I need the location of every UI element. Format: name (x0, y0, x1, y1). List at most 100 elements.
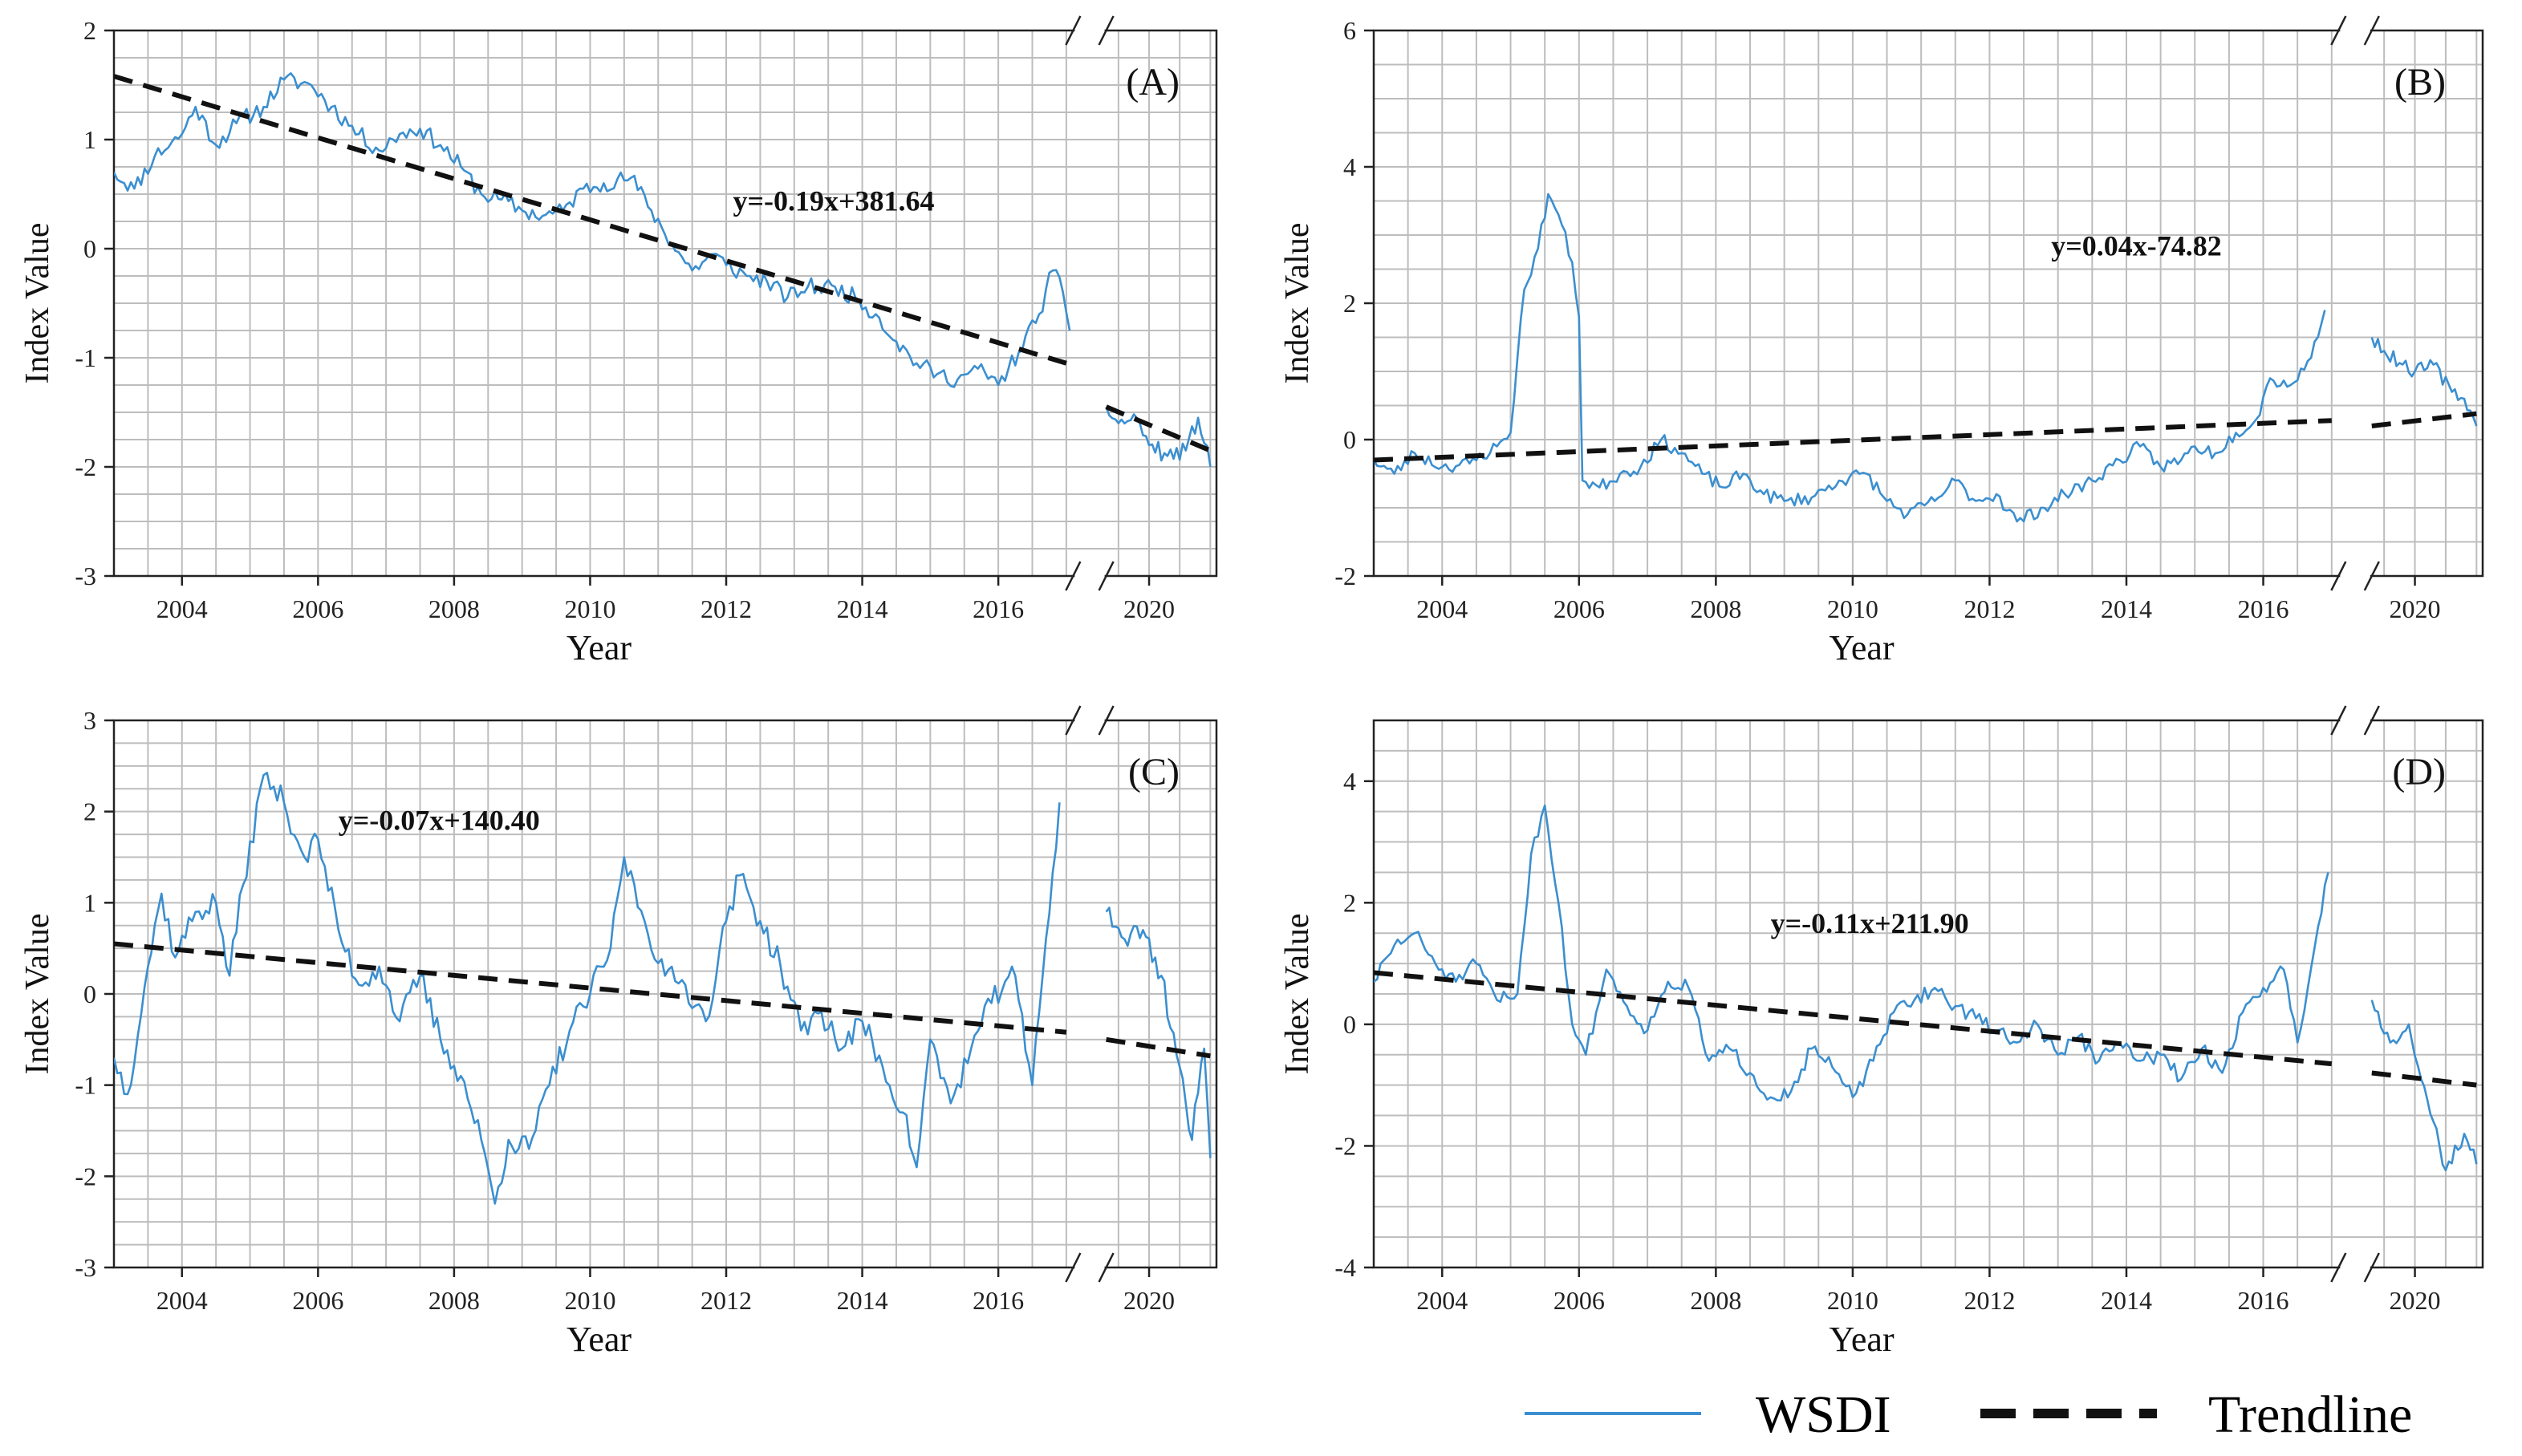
panel-label: (C) (1128, 751, 1180, 793)
axis-break-gap (1074, 573, 1105, 579)
y-tick-label: 0 (83, 234, 96, 263)
x-tick-label: 2008 (1690, 594, 1741, 623)
x-axis-title: Year (567, 1320, 632, 1359)
wsdi-series-line-after-break (1105, 406, 1212, 468)
x-tick-label: 2010 (564, 1286, 615, 1315)
x-axis: 2004 2006 2008 2010 2012 2014 2016 2020 (1416, 1267, 2441, 1315)
y-axis: -3 -2 -1 0 1 2 (75, 16, 114, 590)
y-axis-title: Index Value (19, 914, 56, 1075)
axis-break-gap (1074, 717, 1105, 724)
axis-break-mark (1098, 1252, 1115, 1283)
grid (114, 30, 1216, 576)
x-tick-label: 2012 (701, 1286, 752, 1315)
wsdi-series-line-after-break (2370, 1000, 2478, 1172)
axis-break-mark (1065, 561, 1082, 591)
y-tick-label: -1 (75, 1071, 96, 1100)
x-axis: 2004 2006 2008 2010 2012 2014 2016 2020 (156, 1267, 1175, 1315)
legend: WSDI Trendline (1525, 1385, 2412, 1444)
axis-break-mark (2330, 15, 2347, 46)
y-tick-label: 1 (83, 125, 96, 154)
x-tick-label: 2016 (2238, 594, 2289, 623)
x-tick-label: 2004 (156, 1286, 208, 1315)
x-tick-label: 2020 (2390, 1286, 2441, 1315)
trendline-after-break (1105, 404, 1212, 453)
plot-area (114, 772, 1212, 1205)
x-tick-label: 2008 (1690, 1286, 1741, 1315)
axis-break-mark (2330, 561, 2347, 591)
x-tick-label: 2016 (973, 1286, 1024, 1315)
axis-break-gap (2340, 573, 2370, 579)
trend-equation: y=-0.11x+211.90 (1771, 907, 1969, 939)
axis-break-mark (2363, 705, 2380, 736)
wsdi-series-line (1374, 193, 2326, 523)
axis-break-gap (1074, 1264, 1105, 1271)
y-axis: -4 -2 0 2 4 (1334, 767, 1374, 1282)
axis-break-mark (1065, 1252, 1082, 1283)
trendline-after-break (2371, 411, 2477, 428)
x-tick-label: 2010 (564, 594, 615, 623)
axis-break-mark (2330, 1252, 2347, 1283)
y-tick-label: 2 (1343, 888, 1356, 917)
x-tick-label: 2008 (428, 594, 480, 623)
wsdi-series-line-after-break (1105, 906, 1212, 1158)
axis-break-mark (2363, 1252, 2380, 1283)
y-tick-label: -1 (75, 343, 96, 372)
axis-break-gap (2340, 717, 2370, 724)
axis-break-mark (1098, 561, 1115, 591)
axis-break (2330, 705, 2380, 1283)
axis-break (1065, 705, 1115, 1283)
grid (1374, 720, 2483, 1267)
axis-break-mark (2363, 561, 2380, 591)
chart-panel-a: -3 -2 -1 0 1 2 2004 2006 2008 2010 2012 2014 2016 202… (19, 15, 1218, 667)
y-tick-label: -2 (75, 452, 96, 481)
panel-label: (B) (2394, 61, 2446, 103)
y-tick-label: -4 (1334, 1253, 1356, 1282)
y-tick-label: 4 (1343, 767, 1356, 796)
y-axis: -3 -2 -1 0 1 2 3 (75, 706, 114, 1282)
grid (1374, 30, 2483, 576)
legend-series-label: WSDI (1756, 1385, 1891, 1444)
x-tick-label: 2020 (2390, 594, 2441, 623)
axis-break-mark (1065, 705, 1082, 736)
y-tick-label: 0 (1343, 1010, 1356, 1039)
axis-break-mark (2363, 15, 2380, 46)
x-tick-label: 2014 (837, 1286, 888, 1315)
x-tick-label: 2014 (2101, 594, 2152, 623)
y-tick-label: 2 (83, 16, 96, 45)
axis-break (2330, 15, 2380, 591)
x-tick-label: 2020 (1123, 1286, 1175, 1315)
x-tick-label: 2004 (1416, 594, 1468, 623)
y-tick-label: -3 (75, 1253, 96, 1282)
y-tick-label: 6 (1343, 16, 1356, 45)
x-tick-label: 2012 (1964, 1286, 2015, 1315)
grid (114, 720, 1216, 1267)
axis-break-gap (1074, 27, 1105, 34)
x-tick-label: 2020 (1123, 594, 1175, 623)
legend-trend-label: Trendline (2208, 1385, 2412, 1444)
x-tick-label: 2006 (292, 1286, 343, 1315)
y-tick-label: -2 (1334, 562, 1356, 590)
x-tick-label: 2006 (1553, 594, 1605, 623)
trendline (1374, 970, 2333, 1067)
y-axis-title: Index Value (19, 223, 56, 384)
x-tick-label: 2012 (701, 594, 752, 623)
y-tick-label: -3 (75, 562, 96, 590)
x-tick-label: 2014 (2101, 1286, 2152, 1315)
trend-equation: y=-0.07x+140.40 (339, 804, 540, 836)
y-axis-title: Index Value (1279, 914, 1316, 1075)
x-axis-title: Year (567, 628, 632, 667)
trendline (114, 74, 1067, 366)
plot-area (1374, 804, 2478, 1172)
trendline (114, 941, 1067, 1035)
x-axis: 2004 2006 2008 2010 2012 2014 2016 2020 (1416, 576, 2441, 623)
axis-break-mark (1098, 15, 1115, 46)
y-tick-label: 2 (83, 797, 96, 826)
x-tick-label: 2014 (837, 594, 888, 623)
x-tick-label: 2016 (973, 594, 1024, 623)
chart-panel-d: -4 -2 0 2 4 2004 2006 2008 2010 2012 2014 2016 2020 Y… (1279, 705, 2484, 1359)
trend-equation: y=0.04x-74.82 (2051, 230, 2222, 262)
y-tick-label: 4 (1343, 152, 1356, 181)
axis-break-mark (1098, 705, 1115, 736)
axis-break-mark (1065, 15, 1082, 46)
